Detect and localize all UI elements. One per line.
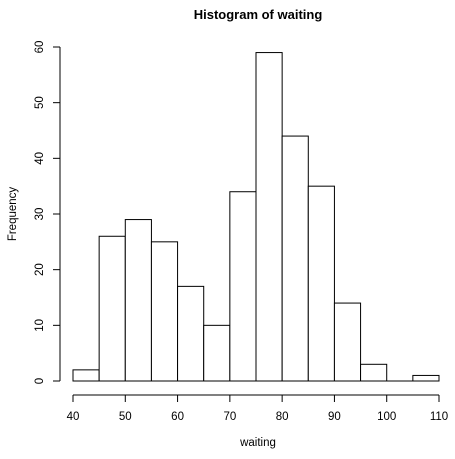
chart-title: Histogram of waiting [194,7,323,22]
y-tick-label: 30 [34,208,46,221]
histogram-bar-10 [333,302,362,382]
histogram-bar-4 [177,285,205,382]
y-tick-label: 40 [34,152,46,165]
y-tick-label: 0 [34,378,46,384]
x-tick-label: 110 [430,411,448,423]
histogram-bar-6 [229,191,257,382]
histogram-bar-13 [412,374,440,382]
x-tick-label: 40 [67,411,80,423]
histogram-bar-3 [150,241,179,382]
histogram-bar-7 [255,52,283,382]
x-axis-label: waiting [239,437,276,449]
y-axis-label: Frequency [7,187,19,242]
y-tick-label: 60 [34,41,46,54]
y-axis: 0 10 20 30 40 50 60 [34,41,61,384]
histogram-bar-2 [124,219,152,382]
x-tick-label: 90 [328,411,341,423]
histogram-bar-1 [98,235,126,382]
x-axis: 40 50 60 70 80 90 100 110 [67,394,448,423]
histogram-bar-5 [203,324,231,382]
bars-group [72,52,440,382]
y-tick-label: 10 [34,319,46,332]
x-tick-label: 60 [171,411,184,423]
x-tick-label: 100 [377,411,396,423]
x-tick-label: 70 [223,411,236,423]
histogram-bar-8 [281,135,309,382]
x-tick-label: 80 [276,411,289,423]
histogram-bar-0 [72,369,100,382]
y-tick-label: 50 [34,96,46,109]
x-tick-label: 50 [119,411,132,423]
y-tick-label: 20 [34,263,46,276]
histogram-bar-9 [307,185,335,382]
histogram-bar-11 [360,363,388,382]
